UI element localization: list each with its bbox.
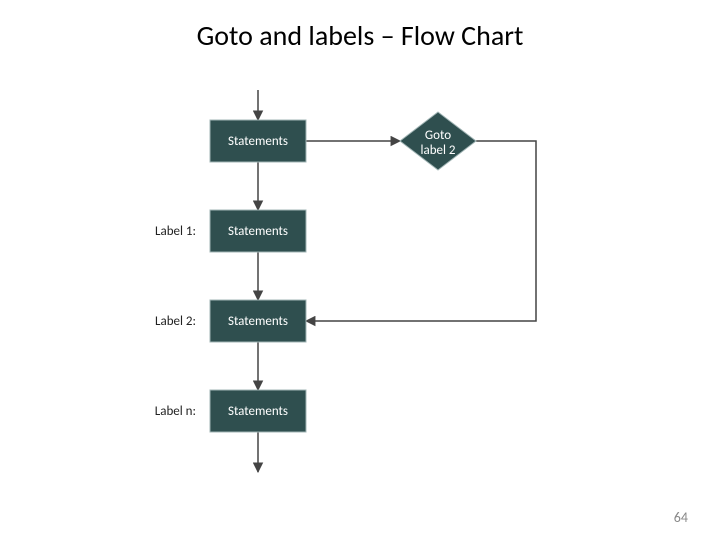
flow-node-text: Statements: [228, 404, 288, 419]
flow-node-text: Statements: [228, 314, 288, 329]
flow-decision-text: label 2: [420, 143, 455, 158]
flow-decision-text: Goto: [425, 128, 451, 143]
flowchart: Statements Gotolabel 2 Statements Label 1: S…: [0, 0, 720, 540]
flow-label: Label 2:: [155, 314, 196, 329]
flow-label: Label n:: [155, 404, 196, 419]
flow-label: Label 1:: [155, 224, 196, 239]
flow-node-text: Statements: [228, 224, 288, 239]
flow-node-text: Statements: [228, 134, 288, 149]
